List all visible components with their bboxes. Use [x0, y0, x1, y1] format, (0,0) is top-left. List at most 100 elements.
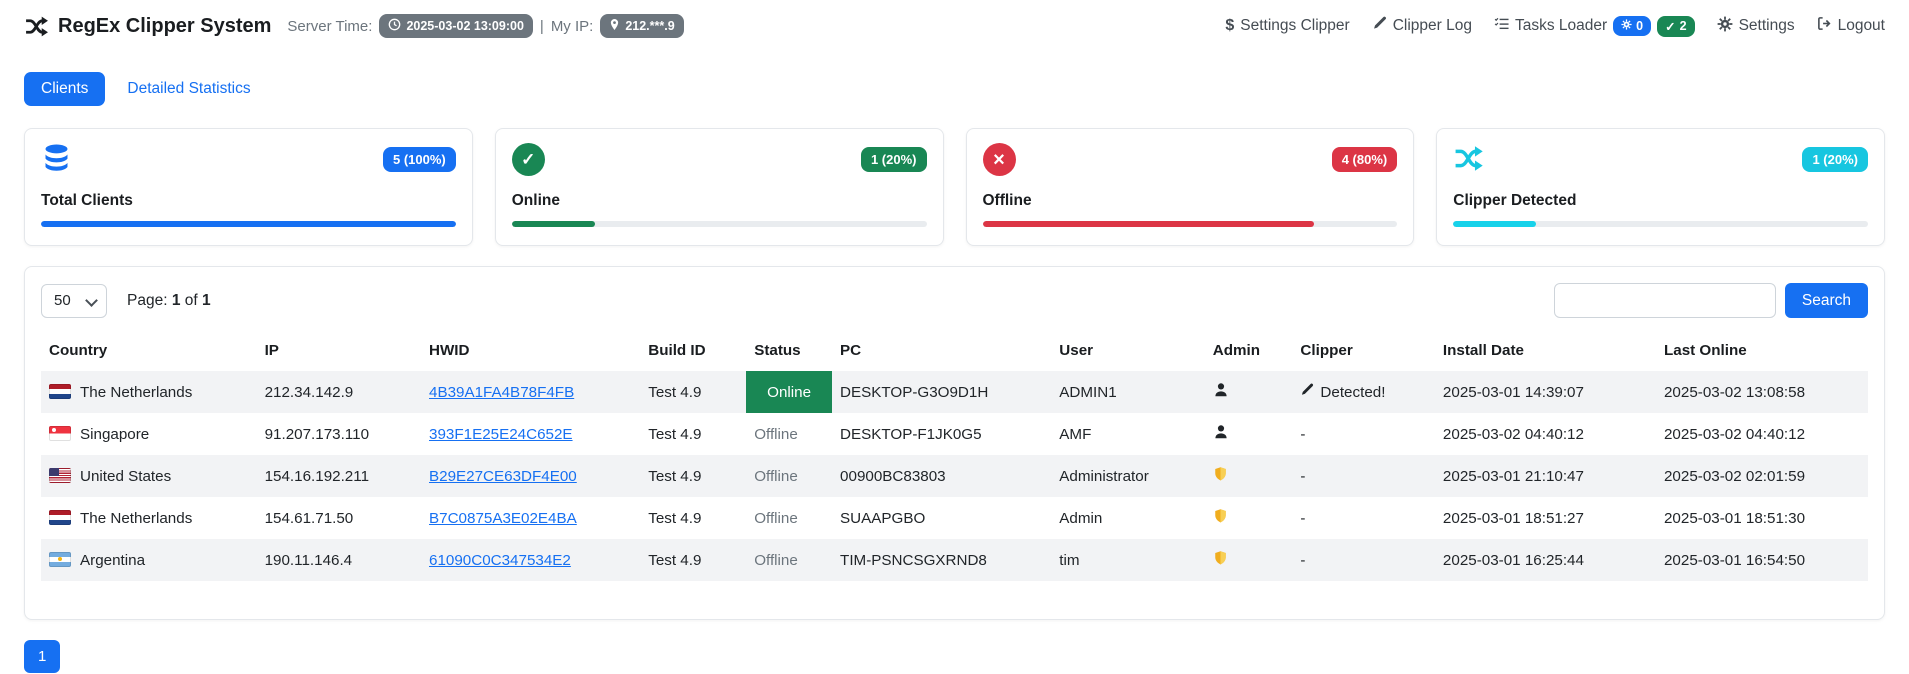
page-of-label: of: [184, 291, 198, 309]
install-date-cell: 2025-03-01 14:39:07: [1442, 383, 1584, 401]
shield-icon: [1213, 467, 1228, 486]
total-clients-title: Total Clients: [41, 192, 133, 209]
app-title: RegEx Clipper System: [58, 14, 272, 37]
page-total: 1: [202, 291, 211, 309]
hwid-cell: B7C0875A3E02E4BA: [421, 497, 640, 539]
country-name: United States: [80, 467, 172, 485]
server-time-label: Server Time:: [287, 17, 373, 35]
table-row: The Netherlands 212.34.142.9 4B39A1FA4B7…: [41, 371, 1868, 413]
admin-cell: [1205, 497, 1293, 539]
my-ip-label: My IP:: [550, 17, 594, 35]
table-row: The Netherlands 154.61.71.50 B7C0875A3E0…: [41, 497, 1868, 539]
stat-card-offline: × 4 (80%) Offline: [965, 128, 1415, 246]
last-online-cell: 2025-03-02 13:08:58: [1663, 383, 1806, 401]
hwid-link[interactable]: 4B39A1FA4B78F4FB: [429, 383, 575, 401]
nav-settings[interactable]: Settings: [1717, 16, 1795, 37]
country-cell: United States: [41, 455, 257, 497]
server-time-value: 2025-03-02 13:09:00: [406, 19, 524, 33]
page-size-select-wrap: 50: [41, 283, 107, 318]
top-nav: $ Settings Clipper Clipper Log: [1225, 15, 1885, 37]
clipper-progress-fill: [1453, 221, 1537, 227]
tasks-done-count: 2: [1679, 19, 1687, 33]
status-cell: Offline: [754, 551, 798, 569]
database-icon: [41, 143, 72, 179]
country-flag-icon: [49, 509, 71, 525]
nav-tasks-loader[interactable]: Tasks Loader: [1494, 15, 1695, 37]
pagination: 1: [24, 640, 1885, 673]
nav-logout[interactable]: Logout: [1817, 16, 1885, 36]
shield-icon: [1213, 551, 1228, 570]
stat-cards: 5 (100%) Total Clients ✓ 1 (20%) Online …: [24, 128, 1885, 246]
hwid-link[interactable]: 61090C0C347534E2: [429, 551, 571, 569]
nav-settings-label: Settings: [1738, 17, 1795, 34]
user-cell: AMF: [1059, 425, 1092, 443]
check-icon: ✓: [1665, 19, 1676, 34]
build-id-cell: Test 4.9: [648, 551, 702, 569]
search-button[interactable]: Search: [1784, 283, 1868, 318]
page-size-select[interactable]: 50: [41, 283, 107, 318]
tab-bar: Clients Detailed Statistics: [24, 72, 1909, 106]
tab-detailed-statistics[interactable]: Detailed Statistics: [127, 80, 251, 97]
stat-card-clipper-detected: 1 (20%) Clipper Detected: [1436, 128, 1885, 246]
logout-icon: [1817, 16, 1832, 36]
stat-card-total-clients: 5 (100%) Total Clients: [24, 128, 473, 246]
country-cell: The Netherlands: [41, 371, 257, 413]
online-progress-fill: [511, 221, 595, 227]
clipper-cell: -: [1292, 455, 1435, 497]
offline-progress-fill: [982, 221, 1315, 227]
col-clipper: Clipper: [1300, 342, 1353, 359]
page-info: Page: 1 of 1: [127, 292, 211, 310]
ip-cell: 154.16.192.211: [264, 467, 370, 485]
table-header: Country IP HWID Build ID Status PC User …: [41, 332, 1868, 371]
nav-clipper-log-label: Clipper Log: [1392, 17, 1472, 34]
table-row: Singapore 91.207.173.110 393F1E25E24C652…: [41, 413, 1868, 455]
admin-cell: [1205, 413, 1293, 455]
clipper-cell: -: [1292, 539, 1435, 581]
my-ip-badge: 212.***.9: [600, 14, 684, 38]
status-cell: Offline: [754, 467, 798, 485]
search-input[interactable]: [1553, 283, 1776, 318]
page-button-1[interactable]: 1: [24, 640, 61, 673]
country-flag-icon: [49, 383, 71, 399]
table-row: Argentina 190.11.146.4 61090C0C347534E2 …: [41, 539, 1868, 581]
country-name: The Netherlands: [80, 509, 193, 527]
tab-clients[interactable]: Clients: [24, 72, 106, 106]
total-clients-progress-fill: [41, 221, 456, 227]
col-install-date: Install Date: [1442, 342, 1524, 359]
nav-settings-clipper[interactable]: $ Settings Clipper: [1225, 17, 1349, 35]
hwid-link[interactable]: B29E27CE63DF4E00: [429, 467, 577, 485]
table-controls: 50 Page: 1 of 1 Search: [41, 283, 1868, 318]
clipper-none: -: [1300, 509, 1306, 527]
server-info: Server Time: 2025-03-02 13:09:00 | My IP…: [287, 14, 684, 38]
offline-title: Offline: [982, 192, 1032, 209]
build-id-cell: Test 4.9: [648, 467, 702, 485]
hwid-cell: 61090C0C347534E2: [421, 539, 640, 581]
col-hwid: HWID: [429, 342, 470, 359]
table-row: United States 154.16.192.211 B29E27CE63D…: [41, 455, 1868, 497]
install-date-cell: 2025-03-01 16:25:44: [1442, 551, 1584, 569]
user-cell: Admin: [1059, 509, 1103, 527]
clients-panel: 50 Page: 1 of 1 Search Countr: [24, 266, 1885, 620]
pc-cell: 00900BC83803: [840, 467, 946, 485]
country-flag-icon: [49, 551, 71, 567]
pc-cell: DESKTOP-F1JK0G5: [840, 425, 982, 443]
total-clients-progress-track: [41, 221, 456, 227]
install-date-cell: 2025-03-02 04:40:12: [1442, 425, 1584, 443]
col-status: Status: [754, 342, 801, 359]
clipper-none: -: [1300, 467, 1306, 485]
tasks-done-badge: ✓ 2: [1657, 15, 1695, 37]
last-online-cell: 2025-03-02 04:40:12: [1663, 425, 1806, 443]
nav-clipper-log[interactable]: Clipper Log: [1372, 16, 1472, 36]
gear-icon: [1621, 19, 1632, 33]
dollar-icon: $: [1225, 17, 1235, 34]
hwid-link[interactable]: 393F1E25E24C652E: [429, 425, 573, 443]
build-id-cell: Test 4.9: [648, 425, 702, 443]
admin-cell: [1205, 539, 1293, 581]
gear-icon: [1717, 16, 1733, 37]
country-flag-icon: [49, 467, 71, 483]
clipper-progress-track: [1453, 221, 1868, 227]
hwid-link[interactable]: B7C0875A3E02E4BA: [429, 509, 577, 527]
pc-cell: TIM-PSNCSGXRND8: [840, 551, 987, 569]
country-flag-icon: [49, 425, 71, 441]
